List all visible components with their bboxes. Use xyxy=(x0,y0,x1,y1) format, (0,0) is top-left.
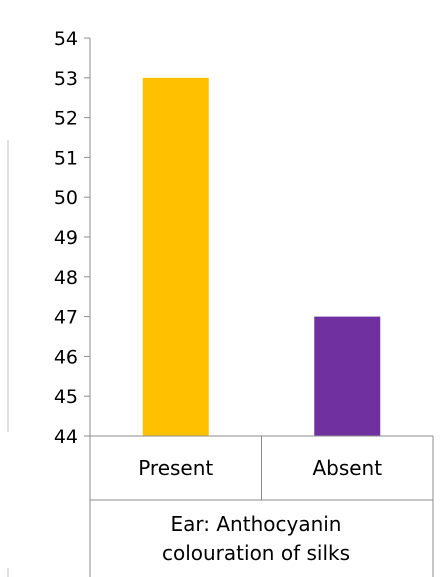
y-axis: 44 45 46 47 48 49 50 51 52 53 54 xyxy=(54,28,91,448)
x-tick-label-present: Present xyxy=(138,456,213,480)
bar-absent xyxy=(314,316,381,436)
x-axis-title-line-2: colouration of silks xyxy=(162,541,350,565)
y-tick-label: 49 xyxy=(54,227,78,249)
y-tick-label: 54 xyxy=(54,28,78,50)
x-axis-title-line-1: Ear: Anthocyanin xyxy=(171,512,342,536)
y-tick-label: 50 xyxy=(54,187,78,209)
y-tick-label: 47 xyxy=(54,307,78,329)
x-tick-label-absent: Absent xyxy=(312,456,382,480)
bars xyxy=(142,77,381,437)
bar-present xyxy=(142,77,209,437)
y-tick-label: 52 xyxy=(54,108,78,130)
y-tick-label: 51 xyxy=(54,147,78,169)
y-tick-label: 45 xyxy=(54,386,78,408)
y-tick-label: 53 xyxy=(54,68,78,90)
y-tick-label: 46 xyxy=(54,346,78,368)
y-tick-label: 48 xyxy=(54,267,78,289)
x-axis: Present Absent xyxy=(89,435,434,577)
y-tick-label: 44 xyxy=(54,426,78,448)
